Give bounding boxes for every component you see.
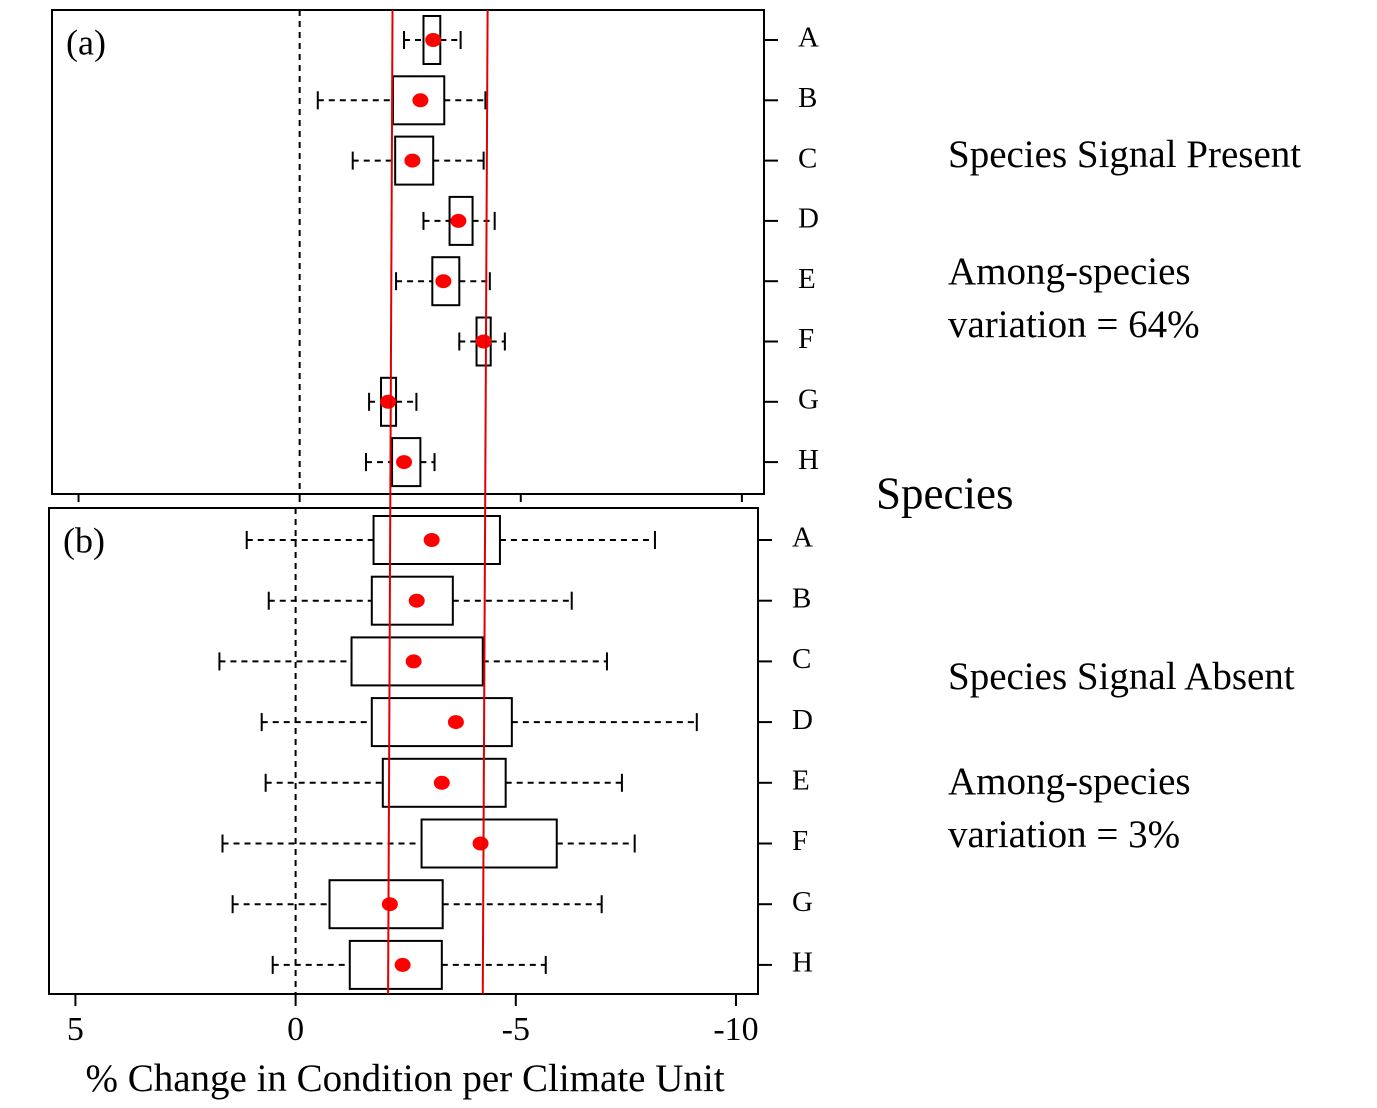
mean-dot xyxy=(447,715,464,730)
category-label: G xyxy=(792,886,813,918)
mean-dot xyxy=(472,836,489,851)
category-label: B xyxy=(798,82,817,114)
panel-frame xyxy=(48,507,759,995)
box xyxy=(372,515,501,565)
box xyxy=(328,879,444,930)
mean-dot xyxy=(450,213,467,228)
panel-label: (b) xyxy=(63,520,105,560)
mean-dot xyxy=(475,334,492,349)
x-tick-label: -5 xyxy=(502,1011,530,1048)
box xyxy=(431,256,461,307)
category-label: E xyxy=(798,263,816,295)
box xyxy=(394,135,435,186)
category-label: G xyxy=(798,383,819,415)
mean-dot xyxy=(405,654,422,669)
x-tick-label: 5 xyxy=(67,1011,84,1048)
mean-dot xyxy=(394,957,411,972)
box xyxy=(370,697,513,748)
box xyxy=(370,575,454,626)
category-label: B xyxy=(792,582,811,614)
category-label: D xyxy=(798,203,819,235)
mean-dot xyxy=(423,533,440,547)
box xyxy=(348,939,443,990)
mean-dot xyxy=(396,455,413,470)
mean-dot xyxy=(404,153,421,168)
mean-dot xyxy=(435,274,452,289)
annotation: Among-species xyxy=(948,760,1191,803)
box xyxy=(381,757,507,808)
annotation: Species Signal Absent xyxy=(948,655,1295,698)
annotation: Species Signal Present xyxy=(948,133,1301,176)
annotation: variation = 64% xyxy=(948,303,1200,346)
x-tick-label: 0 xyxy=(287,1011,304,1048)
mean-dot xyxy=(380,394,397,409)
category-label: C xyxy=(798,142,817,174)
category-label: A xyxy=(798,22,819,54)
mean-dot xyxy=(425,33,442,47)
panel-label: (a) xyxy=(66,22,106,62)
reference-line xyxy=(481,9,489,995)
annotation: variation = 3% xyxy=(948,813,1180,856)
panel-frame xyxy=(51,9,765,495)
annotation: Among-species xyxy=(948,250,1191,293)
reference-line xyxy=(387,9,394,995)
box xyxy=(420,818,558,869)
category-label: A xyxy=(792,522,813,554)
y-axis-label: Species xyxy=(876,468,1013,518)
category-label: F xyxy=(792,825,808,857)
mean-dot xyxy=(381,897,398,912)
category-label: C xyxy=(792,643,811,675)
box xyxy=(448,195,474,246)
mean-dot xyxy=(433,775,450,790)
x-axis-label: % Change in Condition per Climate Unit xyxy=(85,1057,724,1100)
category-label: D xyxy=(792,704,813,736)
box xyxy=(350,636,484,687)
mean-dot xyxy=(412,93,429,108)
box xyxy=(391,437,422,488)
category-label: E xyxy=(792,764,810,796)
category-label: F xyxy=(798,323,814,355)
category-label: H xyxy=(792,947,813,979)
x-tick-label: -10 xyxy=(713,1011,758,1048)
mean-dot xyxy=(408,593,425,608)
category-label: H xyxy=(798,444,819,476)
